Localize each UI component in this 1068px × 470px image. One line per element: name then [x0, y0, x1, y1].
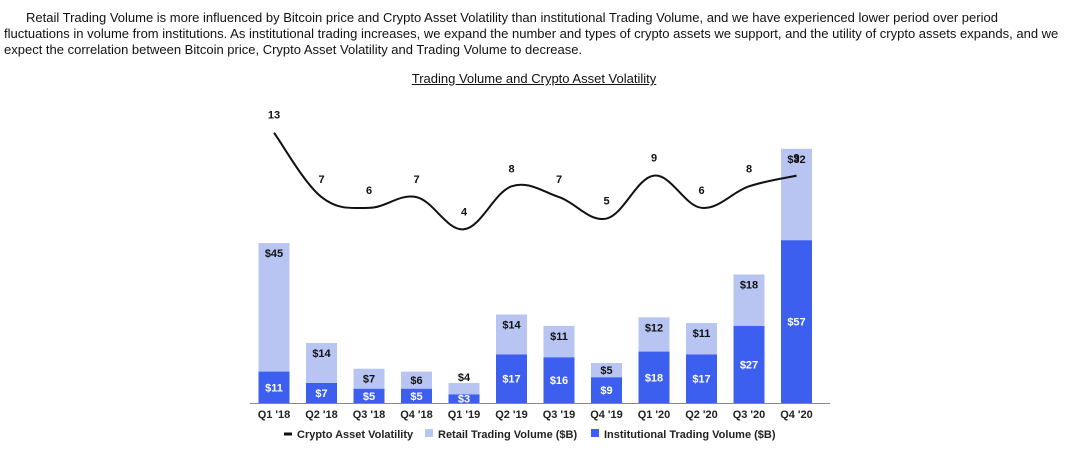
volatility-value-label: 6 [698, 185, 704, 197]
institutional-bar-5 [496, 354, 527, 403]
volatility-value-label: 7 [413, 174, 419, 186]
retail-bar-11 [781, 148, 812, 241]
x-tick-label: Q1 '19 [448, 409, 481, 421]
institutional-value-label: $27 [740, 359, 758, 371]
volatility-value-label: 7 [318, 174, 324, 186]
institutional-bar-9 [686, 354, 717, 403]
institutional-value-label: $16 [550, 375, 568, 387]
x-tick-label: Q2 '18 [305, 409, 338, 421]
x-tick-label: Q4 '20 [780, 409, 813, 421]
institutional-bar-8 [638, 351, 670, 403]
legend-retail-swatch [425, 429, 433, 437]
retail-value-label: $32 [787, 154, 805, 166]
retail-bar-10 [733, 274, 765, 326]
retail-bar-0 [258, 243, 290, 372]
volatility-value-label: 7 [556, 174, 562, 186]
chart-title: Trading Volume and Crypto Asset Volatili… [411, 71, 657, 86]
retail-value-label: $6 [410, 375, 422, 387]
x-tick-label: Q3 '18 [353, 409, 386, 421]
institutional-bar-10 [733, 325, 765, 403]
retail-bar-6 [543, 325, 575, 358]
x-tick-label: Q3 '20 [733, 409, 766, 421]
institutional-bar-2 [353, 388, 385, 403]
intro-paragraph: Retail Trading Volume is more influenced… [4, 10, 1059, 57]
retail-value-label: $45 [265, 248, 283, 260]
institutional-value-label: $5 [410, 391, 422, 403]
volatility-value-label: 6 [366, 185, 372, 197]
x-tick-label: Q1 '18 [258, 409, 291, 421]
volatility-value-label: 8 [746, 163, 752, 175]
institutional-value-label: $17 [692, 374, 710, 386]
institutional-bar-7 [591, 377, 622, 403]
institutional-value-label: $57 [787, 317, 805, 329]
legend-volatility-label: Crypto Asset Volatility [297, 429, 414, 441]
volatility-value-label: 13 [268, 110, 280, 122]
retail-value-label: $14 [502, 319, 521, 331]
x-tick-label: Q4 '18 [400, 409, 433, 421]
retail-value-label: $18 [740, 280, 758, 292]
retail-value-label: $12 [645, 322, 663, 334]
volatility-line [273, 132, 797, 231]
x-tick-label: Q2 '19 [495, 409, 528, 421]
institutional-bar-1 [306, 383, 337, 403]
institutional-value-label: $5 [363, 391, 375, 403]
retail-bar-2 [353, 368, 385, 389]
volatility-value-label: 5 [603, 196, 609, 208]
institutional-value-label: $18 [645, 372, 663, 384]
retail-value-label: $11 [693, 328, 711, 340]
retail-bar-9 [686, 323, 717, 355]
volatility-value-label: 9 [793, 153, 799, 165]
retail-bar-5 [496, 314, 527, 355]
institutional-value-label: $9 [600, 385, 612, 397]
volatility-value-label: 8 [508, 163, 514, 175]
volatility-value-label: 4 [461, 206, 468, 218]
legend-retail-label: Retail Trading Volume ($B) [438, 429, 577, 441]
volatility-value-label: 9 [651, 153, 657, 165]
retail-value-label: $5 [600, 365, 612, 377]
institutional-bar-3 [401, 388, 432, 403]
retail-value-label: $14 [312, 348, 331, 360]
retail-value-label: $7 [363, 374, 375, 386]
retail-bar-8 [638, 317, 670, 352]
legend-institutional-label: Institutional Trading Volume ($B) [604, 429, 776, 441]
retail-value-label: $4 [458, 372, 471, 384]
institutional-value-label: $7 [315, 388, 327, 400]
institutional-bar-6 [543, 357, 575, 403]
retail-bar-1 [306, 343, 337, 384]
x-tick-label: Q4 '19 [590, 409, 623, 421]
retail-bar-7 [591, 363, 622, 378]
institutional-value-label: $17 [502, 374, 520, 386]
x-tick-label: Q1 '20 [638, 409, 671, 421]
institutional-value-label: $3 [458, 393, 470, 405]
institutional-bar-4 [448, 394, 480, 403]
retail-bar-3 [401, 371, 432, 389]
retail-value-label: $11 [550, 331, 568, 343]
retail-bar-4 [448, 383, 480, 395]
x-tick-label: Q3 '19 [543, 409, 576, 421]
x-tick-label: Q2 '20 [685, 409, 718, 421]
legend-institutional-swatch [591, 429, 599, 437]
institutional-value-label: $11 [265, 382, 283, 394]
institutional-bar-0 [258, 371, 290, 403]
institutional-bar-11 [781, 240, 812, 403]
